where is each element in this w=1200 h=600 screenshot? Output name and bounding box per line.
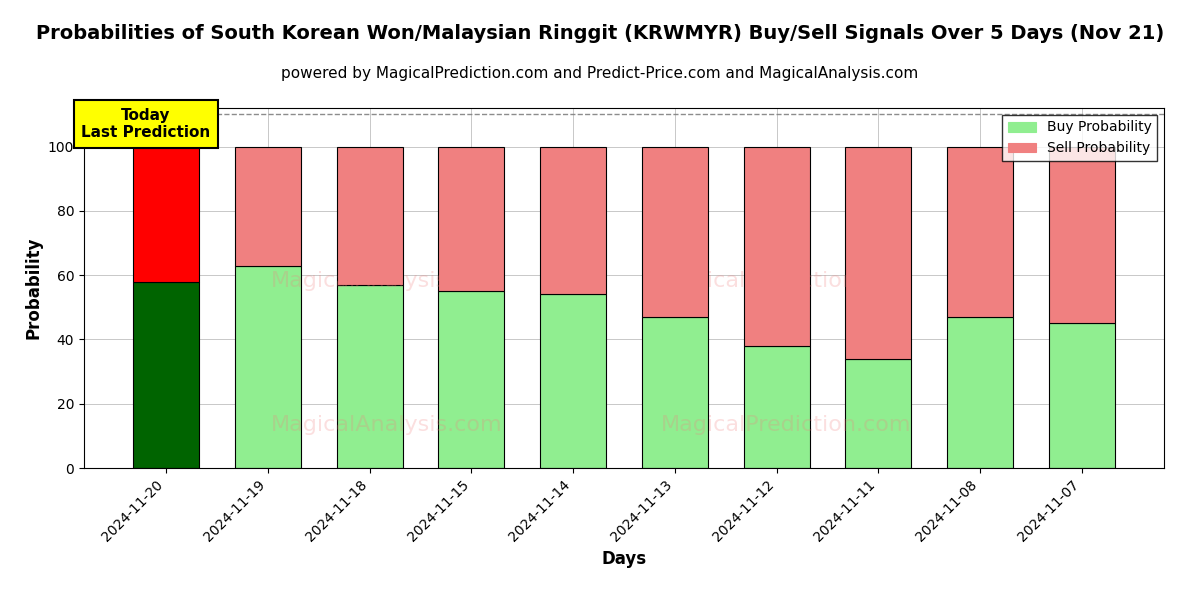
Legend: Buy Probability, Sell Probability: Buy Probability, Sell Probability	[1002, 115, 1157, 161]
Text: MagicalPrediction.com: MagicalPrediction.com	[661, 271, 911, 291]
X-axis label: Days: Days	[601, 550, 647, 568]
Bar	[133, 281, 199, 468]
Bar	[540, 146, 606, 295]
Bar	[438, 291, 504, 468]
Bar	[336, 146, 403, 285]
Bar	[642, 317, 708, 468]
Text: powered by MagicalPrediction.com and Predict-Price.com and MagicalAnalysis.com: powered by MagicalPrediction.com and Pre…	[281, 66, 919, 81]
Bar	[947, 146, 1013, 317]
Bar	[845, 359, 912, 468]
Bar	[235, 146, 301, 265]
Bar	[845, 146, 912, 359]
Bar	[642, 146, 708, 317]
Bar	[947, 317, 1013, 468]
Bar	[744, 146, 810, 346]
Text: Probabilities of South Korean Won/Malaysian Ringgit (KRWMYR) Buy/Sell Signals Ov: Probabilities of South Korean Won/Malays…	[36, 24, 1164, 43]
Bar	[133, 146, 199, 281]
Bar	[438, 146, 504, 291]
Bar	[1049, 323, 1115, 468]
Text: MagicalAnalysis.com: MagicalAnalysis.com	[270, 415, 503, 435]
Y-axis label: Probability: Probability	[24, 237, 42, 339]
Bar	[744, 346, 810, 468]
Text: MagicalAnalysis.com: MagicalAnalysis.com	[270, 271, 503, 291]
Bar	[336, 285, 403, 468]
Bar	[235, 265, 301, 468]
Text: MagicalPrediction.com: MagicalPrediction.com	[661, 415, 911, 435]
Bar	[1049, 146, 1115, 323]
Text: Today
Last Prediction: Today Last Prediction	[82, 108, 210, 140]
Bar	[540, 295, 606, 468]
